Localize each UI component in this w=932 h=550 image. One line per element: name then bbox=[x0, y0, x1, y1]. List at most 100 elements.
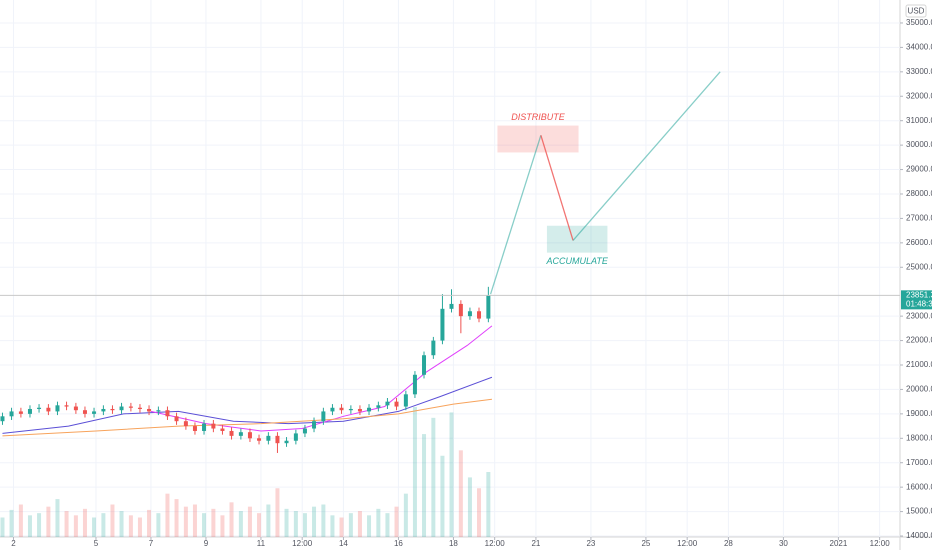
volume-bar bbox=[9, 509, 14, 537]
candle-body bbox=[302, 428, 307, 434]
candle-body bbox=[477, 311, 482, 319]
candle-body bbox=[367, 407, 372, 412]
y-tick-label: 27000.00 bbox=[906, 214, 932, 223]
y-tick-label: 25000.00 bbox=[906, 262, 932, 271]
x-tick-label: 14 bbox=[339, 539, 348, 548]
volume-bar bbox=[394, 506, 399, 537]
moving-average bbox=[2, 376, 493, 434]
zone-label: DISTRIBUTE bbox=[511, 112, 566, 122]
candle-body bbox=[229, 430, 234, 436]
x-tick-label: 23 bbox=[586, 539, 595, 548]
x-tick-label: 12:00 bbox=[870, 539, 891, 548]
candle-body bbox=[27, 408, 32, 414]
x-tick-label: 30 bbox=[779, 539, 788, 548]
x-tick-label: 21 bbox=[531, 539, 540, 548]
volume-bar bbox=[440, 455, 445, 537]
volume-bar bbox=[27, 515, 32, 537]
volume-bar bbox=[431, 417, 436, 537]
x-tick-label: 7 bbox=[149, 539, 154, 548]
currency: USD bbox=[908, 7, 925, 16]
volume-bar bbox=[73, 515, 78, 537]
volume-bar bbox=[156, 513, 161, 537]
volume-bar bbox=[486, 472, 491, 537]
candle-body bbox=[211, 423, 216, 429]
volume-bar bbox=[357, 511, 362, 537]
volume-bar bbox=[101, 513, 106, 537]
y-tick-label: 30000.00 bbox=[906, 140, 932, 149]
candle-body bbox=[202, 423, 207, 431]
zone-label: ACCUMULATE bbox=[546, 256, 609, 266]
volume-bar bbox=[238, 511, 243, 537]
moving-average bbox=[150, 325, 493, 432]
candle-body bbox=[18, 411, 23, 414]
x-tick-label: 12:00 bbox=[292, 539, 313, 548]
candle-body bbox=[183, 421, 188, 427]
volume-bar bbox=[330, 515, 335, 537]
volume-bar bbox=[284, 508, 289, 537]
candle-body bbox=[147, 408, 152, 412]
x-tick-label: 11 bbox=[257, 539, 266, 548]
volume-bar bbox=[449, 412, 454, 537]
volume-bar bbox=[18, 504, 23, 537]
candle-body bbox=[330, 407, 335, 412]
volume-bar bbox=[247, 506, 252, 537]
volume-bar bbox=[192, 504, 197, 537]
candle-body bbox=[312, 421, 317, 429]
volume-bar bbox=[37, 513, 42, 537]
y-tick-label: 26000.00 bbox=[906, 238, 932, 247]
volume-bar bbox=[82, 508, 87, 537]
candle-body bbox=[257, 438, 262, 441]
x-tick-label: 18 bbox=[449, 539, 458, 548]
y-tick-label: 18000.00 bbox=[906, 433, 932, 442]
volume-bar bbox=[403, 493, 408, 537]
candle-body bbox=[73, 406, 78, 411]
volume-bar bbox=[367, 515, 372, 537]
y-tick-label: 23000.00 bbox=[906, 311, 932, 320]
y-tick-label: 33000.00 bbox=[906, 67, 932, 76]
volume-bar bbox=[312, 506, 317, 537]
volume-bar bbox=[412, 407, 417, 537]
volume-bar bbox=[302, 513, 307, 537]
candle-body bbox=[266, 435, 271, 441]
x-tick-label: 5 bbox=[94, 539, 99, 548]
x-tick-label: 28 bbox=[724, 539, 733, 548]
volume-bar bbox=[376, 508, 381, 537]
candle-body bbox=[165, 410, 170, 417]
candle-body bbox=[357, 408, 362, 412]
x-tick-label: 12:00 bbox=[677, 539, 698, 548]
candle-body bbox=[192, 426, 197, 431]
candle-body bbox=[431, 340, 436, 356]
volume-bar bbox=[202, 513, 207, 537]
y-tick-label: 28000.00 bbox=[906, 189, 932, 198]
candle-body bbox=[220, 428, 225, 431]
candle-body bbox=[82, 410, 87, 414]
candle-body bbox=[385, 401, 390, 406]
y-tick-label: 29000.00 bbox=[906, 165, 932, 174]
y-tick-label: 16000.00 bbox=[906, 482, 932, 491]
x-tick-label: 12:00 bbox=[485, 539, 506, 548]
volume-bar bbox=[119, 511, 124, 537]
zone-box bbox=[546, 225, 608, 253]
volume-bar bbox=[137, 517, 142, 537]
candle-body bbox=[174, 416, 179, 422]
currency-badge[interactable] bbox=[905, 4, 927, 18]
candle-body bbox=[403, 394, 408, 407]
volume-bar bbox=[458, 450, 463, 537]
candle-body bbox=[339, 407, 344, 411]
y-tick-label: 15000.00 bbox=[906, 507, 932, 516]
volume-bar bbox=[110, 504, 115, 537]
volume-bar bbox=[55, 499, 60, 537]
zone-box bbox=[497, 125, 579, 153]
volume-bar bbox=[422, 434, 427, 537]
candle-body bbox=[128, 406, 133, 408]
candle-body bbox=[321, 411, 326, 422]
y-tick-label: 35000.00 bbox=[906, 18, 932, 27]
y-tick-label: 32000.00 bbox=[906, 91, 932, 100]
candle-body bbox=[46, 407, 51, 412]
volume-bar bbox=[165, 493, 170, 537]
x-tick-label: 9 bbox=[204, 539, 209, 548]
candle-body bbox=[247, 432, 252, 439]
candle-body bbox=[348, 408, 353, 411]
volume-bar bbox=[0, 517, 5, 537]
